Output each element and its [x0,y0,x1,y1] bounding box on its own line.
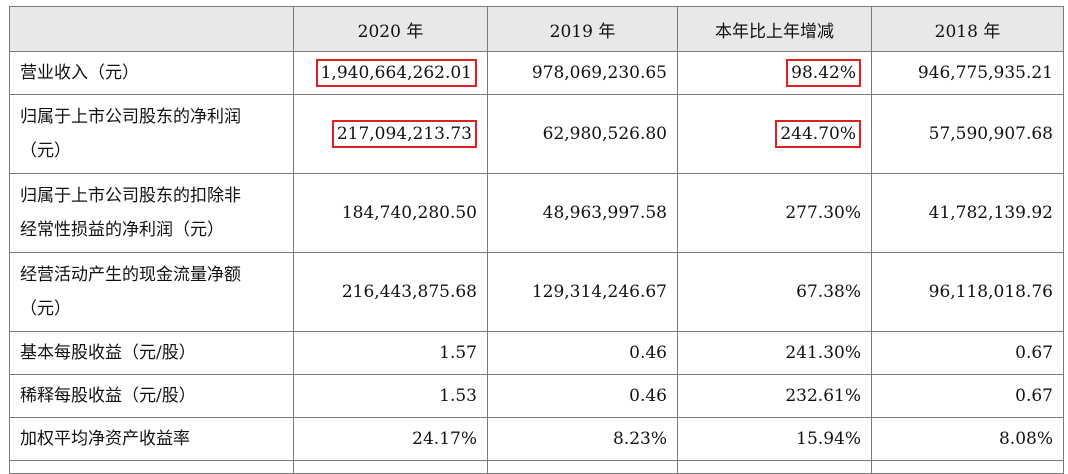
cell-2020: 24.17% [293,417,488,461]
cell-change: 241.30% [677,331,872,375]
cell-2020: 1.57 [293,331,488,375]
table-row: 归属于上市公司股东的净利润 （元） 217,094,213.73 62,980,… [9,94,1064,174]
empty-cell [293,460,488,474]
row-label: 稀释每股收益（元/股） [9,374,294,418]
cell-2018: 57,590,907.68 [871,94,1064,174]
cell-2020: 1,940,664,262.01 [293,51,488,95]
header-change: 本年比上年增减 [677,6,872,52]
cell-2019: 48,963,997.58 [487,173,678,253]
cell-2018: 41,782,139.92 [871,173,1064,253]
cell-2018: 96,118,018.76 [871,252,1064,332]
header-corner [9,6,294,52]
row-label-line2: 经常性损益的净利润（元） [20,220,224,240]
row-label: 基本每股收益（元/股） [9,331,294,375]
cell-change: 98.42% [677,51,872,95]
cell-2019: 978,069,230.65 [487,51,678,95]
empty-cell [9,460,294,474]
highlight-box: 217,094,213.73 [331,120,477,148]
table-row: 稀释每股收益（元/股） 1.53 0.46 232.61% 0.67 [9,374,1064,418]
highlight-box: 244.70% [775,120,861,148]
row-label: 经营活动产生的现金流量净额 （元） [9,252,294,332]
row-label-line2: （元） [20,299,71,319]
row-label: 营业收入（元） [9,51,294,95]
table-row: 基本每股收益（元/股） 1.57 0.46 241.30% 0.67 [9,331,1064,375]
cell-2019: 62,980,526.80 [487,94,678,174]
highlight-box: 1,940,664,262.01 [315,59,477,87]
cell-2019: 129,314,246.67 [487,252,678,332]
row-label-line1: 归属于上市公司股东的扣除非 [20,186,241,206]
cell-2018: 0.67 [871,331,1064,375]
cell-change: 15.94% [677,417,872,461]
cell-change: 232.61% [677,374,872,418]
table-row: 归属于上市公司股东的扣除非 经常性损益的净利润（元） 184,740,280.5… [9,173,1064,253]
row-label-line2: （元） [20,141,71,161]
empty-cell [487,460,678,474]
cell-2019: 0.46 [487,374,678,418]
row-label: 加权平均净资产收益率 [9,417,294,461]
row-label-line1: 归属于上市公司股东的净利润 [20,107,241,127]
empty-cell [677,460,872,474]
table-row: 营业收入（元） 1,940,664,262.01 978,069,230.65 … [9,51,1064,95]
table-row-partial [9,460,1064,474]
cell-2019: 8.23% [487,417,678,461]
header-2019: 2019 年 [487,6,678,52]
table-row: 经营活动产生的现金流量净额 （元） 216,443,875.68 129,314… [9,252,1064,332]
cell-2018: 8.08% [871,417,1064,461]
header-2018: 2018 年 [871,6,1064,52]
header-row: 2020 年 2019 年 本年比上年增减 2018 年 [9,6,1064,52]
cell-2018: 946,775,935.21 [871,51,1064,95]
cell-change: 244.70% [677,94,872,174]
cell-2020: 1.53 [293,374,488,418]
row-label: 归属于上市公司股东的扣除非 经常性损益的净利润（元） [9,173,294,253]
cell-2020: 216,443,875.68 [293,252,488,332]
row-label: 归属于上市公司股东的净利润 （元） [9,94,294,174]
cell-2020: 217,094,213.73 [293,94,488,174]
highlight-box: 98.42% [786,59,861,87]
cell-2019: 0.46 [487,331,678,375]
cell-change: 277.30% [677,173,872,253]
cell-2020: 184,740,280.50 [293,173,488,253]
financial-table: 2020 年 2019 年 本年比上年增减 2018 年 营业收入（元） 1,9… [9,6,1064,474]
row-label-line1: 经营活动产生的现金流量净额 [20,265,241,285]
table-row: 加权平均净资产收益率 24.17% 8.23% 15.94% 8.08% [9,417,1064,461]
empty-cell [871,460,1064,474]
cell-2018: 0.67 [871,374,1064,418]
header-2020: 2020 年 [293,6,488,52]
cell-change: 67.38% [677,252,872,332]
